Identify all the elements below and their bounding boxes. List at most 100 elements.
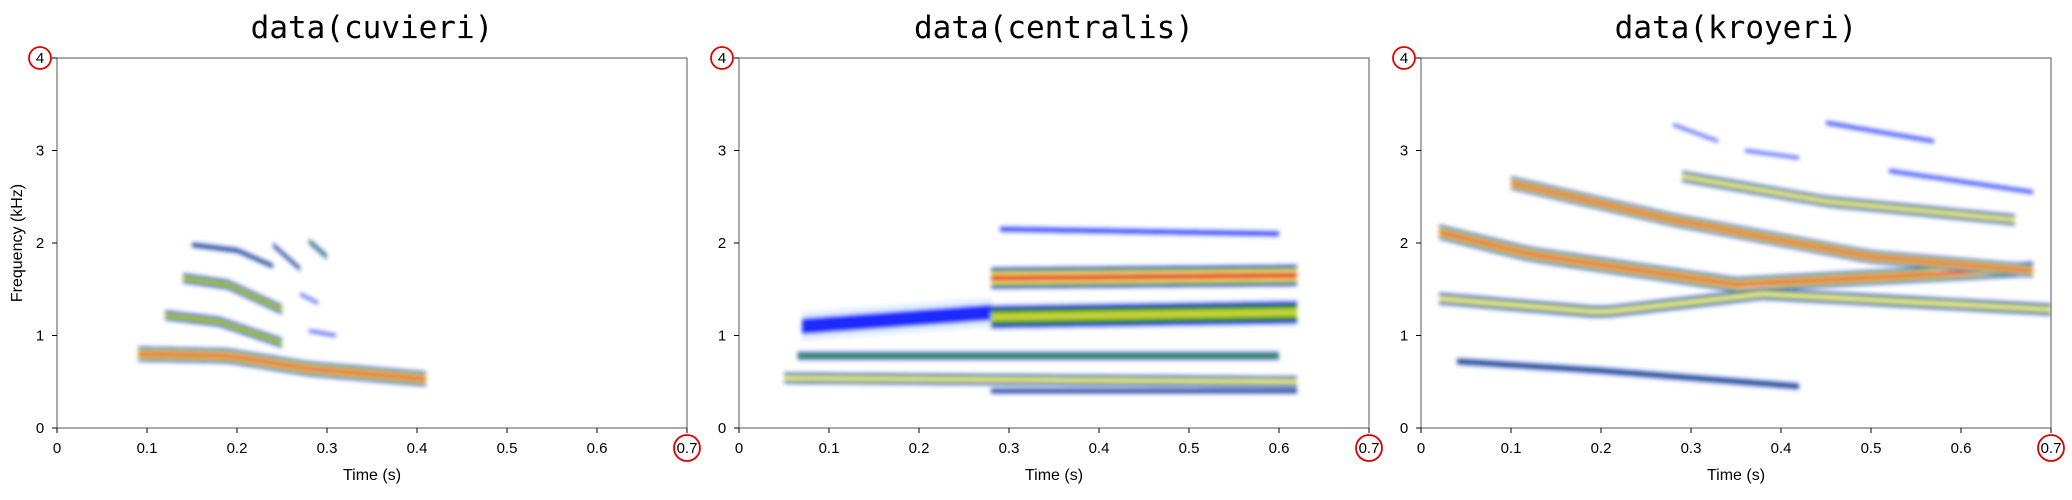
- spectrogram-band: [1889, 167, 2033, 196]
- spectrogram-band: [1826, 119, 1934, 145]
- band-contour-level-1: [1000, 226, 1279, 237]
- chart-title: data(kroyeri): [1615, 10, 1858, 46]
- band-contour-level-2: [1457, 359, 1799, 389]
- x-tick-label: 0.5: [1861, 440, 1882, 457]
- band-contour-level-2: [192, 243, 273, 268]
- x-tick-label: 0.2: [909, 440, 930, 457]
- band-contour-level-5: [784, 376, 1297, 384]
- spectrogram-band: [1745, 147, 1799, 161]
- x-tick-label: 0.1: [1501, 440, 1522, 457]
- band-contour-level-2: [991, 389, 1297, 393]
- y-tick-label: 1: [718, 328, 726, 345]
- highlight-circle: [1392, 46, 1416, 70]
- highlight-circle: [673, 434, 701, 462]
- x-tick-label: 0.3: [1681, 440, 1702, 457]
- x-axis-label: Time (s): [1025, 467, 1083, 484]
- x-tick-label: 0.4: [1089, 440, 1110, 457]
- panel-1: data(cuvieri) 0 0.1 0.2 0.3 0.4 0.5 0.6 0.7 0 1 2 3 4…: [9, 10, 701, 484]
- band-contour-level-1: [1889, 168, 2033, 195]
- x-tick-label: 0.4: [407, 440, 428, 457]
- band-contour-level-5: [1439, 292, 2051, 314]
- spectrogram-band: [784, 371, 1297, 389]
- x-tick-label: 0.1: [137, 440, 158, 457]
- spectrogram-bands: [784, 224, 1297, 395]
- band-contour-level-1: [309, 329, 336, 337]
- spectrogram-bands: [138, 237, 426, 388]
- spectrogram-band: [1511, 175, 2033, 279]
- highlight-circle: [1355, 434, 1383, 462]
- x-tick-label: 0.5: [1179, 440, 1200, 457]
- x-tick-label: 0.6: [587, 440, 608, 457]
- band-contour-level-5: [1682, 174, 2015, 222]
- band-contour-level-7: [1439, 230, 2033, 287]
- band-contour-level-3: [309, 240, 327, 258]
- y-axis-label: Frequency (kHz): [9, 184, 26, 302]
- y-tick-label: 2: [1400, 235, 1408, 252]
- y-tick-label: 0: [1400, 420, 1408, 437]
- chart-title: data(cuvieri): [251, 10, 494, 46]
- spectrogram-band: [1457, 356, 1799, 391]
- panel-3: data(kroyeri) 0 0.1 0.2 0.3 0.4 0.5 0.6 0.7 0 1 2 3 4…: [1392, 10, 2065, 484]
- spectrogram-band: [802, 297, 991, 342]
- spectrogram-band: [273, 241, 300, 273]
- x-tick-label: 0.7: [677, 440, 698, 457]
- y-tick-label: 3: [36, 143, 44, 160]
- band-contour-level-5: [1439, 228, 2033, 289]
- x-tick-label: 0.7: [2041, 440, 2062, 457]
- x-tick-label: 0.3: [317, 440, 338, 457]
- x-tick-label: 0: [53, 440, 61, 457]
- highlight-circle: [710, 46, 734, 70]
- x-tick-label: 0.6: [1269, 440, 1290, 457]
- highlight-circle: [2037, 434, 2065, 462]
- x-tick-label: 0.2: [227, 440, 248, 457]
- y-tick-label: 4: [36, 50, 44, 67]
- y-tick-label: 0: [36, 420, 44, 437]
- band-contour-level-7: [138, 352, 426, 381]
- y-tick-label: 1: [36, 328, 44, 345]
- band-contour-level-0: [1511, 175, 2033, 279]
- y-tick-label: 3: [1400, 143, 1408, 160]
- x-axis-label: Time (s): [343, 467, 401, 484]
- spectrogram-band: [797, 350, 1279, 361]
- spectrogram-band: [1439, 223, 2033, 293]
- band-contour-level-4: [183, 276, 282, 312]
- x-tick-label: 0.2: [1591, 440, 1612, 457]
- spectrogram-band: [309, 237, 327, 261]
- y-tick-label: 2: [718, 235, 726, 252]
- x-tick-label: 0.5: [497, 440, 518, 457]
- spectrogram-band: [991, 263, 1297, 291]
- spectrogram-band: [309, 328, 336, 339]
- band-contour-level-1: [300, 292, 318, 305]
- x-tick-label: 0: [735, 440, 743, 457]
- spectrogram-band: [192, 241, 273, 270]
- band-contour-level-1: [1745, 149, 1799, 160]
- spectrogram-band: [991, 387, 1297, 395]
- x-tick-label: 0.7: [1359, 440, 1380, 457]
- y-tick-label: 4: [1400, 50, 1408, 67]
- x-tick-label: 0.4: [1771, 440, 1792, 457]
- y-tick-label: 4: [718, 50, 726, 67]
- spectrogram-band: [1439, 287, 2051, 319]
- band-contour-level-1: [802, 304, 991, 335]
- spectrogram-band: [991, 298, 1297, 331]
- x-tick-label: 0.1: [819, 440, 840, 457]
- band-contour-level-1: [192, 242, 273, 269]
- spectrogram-band: [1000, 224, 1279, 239]
- chart-title: data(centralis): [914, 10, 1194, 46]
- band-contour-level-4: [991, 308, 1297, 321]
- x-tick-label: 0.6: [1951, 440, 1972, 457]
- y-tick-label: 3: [718, 143, 726, 160]
- x-tick-label: 0: [1417, 440, 1425, 457]
- band-contour-level-2: [273, 243, 300, 271]
- band-contour-level-1: [1673, 123, 1718, 143]
- panel-2: data(centralis) 0 0.1 0.2 0.3 0.4 0.5 0.6 0.7 0 1 2…: [710, 10, 1383, 484]
- band-contour-level-7: [991, 273, 1297, 281]
- spectrogram-band: [138, 345, 426, 388]
- band-contour-level-4: [165, 313, 282, 345]
- y-tick-label: 1: [1400, 328, 1408, 345]
- spectrogram-band: [1673, 121, 1718, 144]
- spectrogram-band: [183, 272, 282, 316]
- band-contour-level-3: [165, 312, 282, 346]
- x-tick-label: 0.3: [999, 440, 1020, 457]
